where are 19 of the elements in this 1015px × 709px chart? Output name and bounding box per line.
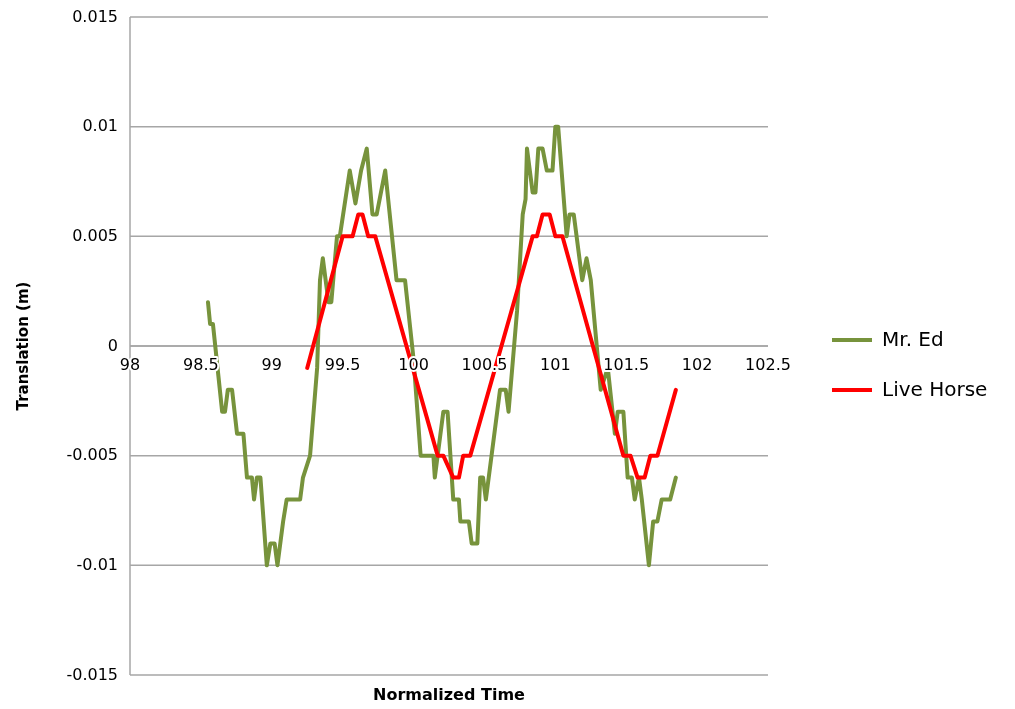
x-tick-label: 101.5: [603, 355, 650, 374]
x-tick-label: 102.5: [745, 355, 791, 374]
y-tick-label: -0.005: [66, 445, 118, 465]
x-tick-label: 98: [119, 355, 141, 374]
x-axis-title: Normalized Time: [373, 685, 526, 704]
legend-label: Live Horse: [882, 376, 988, 401]
y-tick-label: 0.01: [82, 116, 118, 136]
legend-label: Mr. Ed: [882, 326, 944, 351]
y-tick-label: 0: [107, 335, 118, 355]
y-tick-label: 0.015: [72, 6, 118, 26]
x-tick-label: 101: [540, 355, 571, 374]
y-tick-label: -0.01: [76, 554, 118, 574]
y-tick-label: -0.015: [66, 664, 118, 684]
x-tick-label: 102: [681, 355, 713, 374]
y-tick-label: 0.005: [72, 225, 118, 245]
y-axis-title: Translation (m): [14, 281, 32, 411]
x-tick-label: 99.5: [324, 355, 361, 374]
x-tick-label: 99: [261, 355, 282, 374]
line-series: [305, 212, 678, 480]
